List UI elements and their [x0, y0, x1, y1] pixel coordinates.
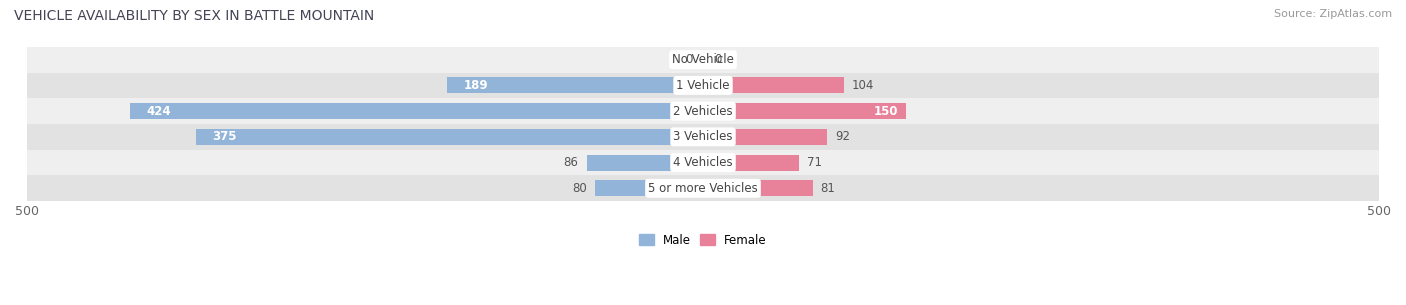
- Text: 92: 92: [835, 130, 851, 143]
- Bar: [27, 47, 1379, 73]
- Text: 150: 150: [873, 105, 897, 118]
- Bar: [703, 155, 799, 170]
- Text: 189: 189: [464, 79, 488, 92]
- Bar: [586, 155, 703, 170]
- Text: 0: 0: [714, 53, 721, 66]
- Bar: [27, 98, 1379, 124]
- Bar: [595, 180, 703, 196]
- Text: 86: 86: [564, 156, 579, 169]
- Bar: [27, 175, 1379, 201]
- Bar: [129, 103, 703, 119]
- Legend: Male, Female: Male, Female: [640, 234, 766, 247]
- Text: 2 Vehicles: 2 Vehicles: [673, 105, 733, 118]
- Text: Source: ZipAtlas.com: Source: ZipAtlas.com: [1274, 9, 1392, 19]
- Text: VEHICLE AVAILABILITY BY SEX IN BATTLE MOUNTAIN: VEHICLE AVAILABILITY BY SEX IN BATTLE MO…: [14, 9, 374, 23]
- Bar: [27, 73, 1379, 98]
- Bar: [447, 77, 703, 93]
- Text: 3 Vehicles: 3 Vehicles: [673, 130, 733, 143]
- Bar: [27, 124, 1379, 150]
- Text: 81: 81: [821, 182, 835, 195]
- Text: No Vehicle: No Vehicle: [672, 53, 734, 66]
- Bar: [703, 180, 813, 196]
- Text: 375: 375: [212, 130, 236, 143]
- Text: 1 Vehicle: 1 Vehicle: [676, 79, 730, 92]
- Bar: [703, 103, 905, 119]
- Text: 424: 424: [146, 105, 170, 118]
- Text: 4 Vehicles: 4 Vehicles: [673, 156, 733, 169]
- Bar: [703, 129, 827, 145]
- Text: 80: 80: [572, 182, 586, 195]
- Bar: [195, 129, 703, 145]
- Text: 5 or more Vehicles: 5 or more Vehicles: [648, 182, 758, 195]
- Text: 71: 71: [807, 156, 823, 169]
- Bar: [27, 150, 1379, 175]
- Text: 0: 0: [685, 53, 692, 66]
- Text: 104: 104: [852, 79, 875, 92]
- Bar: [703, 77, 844, 93]
